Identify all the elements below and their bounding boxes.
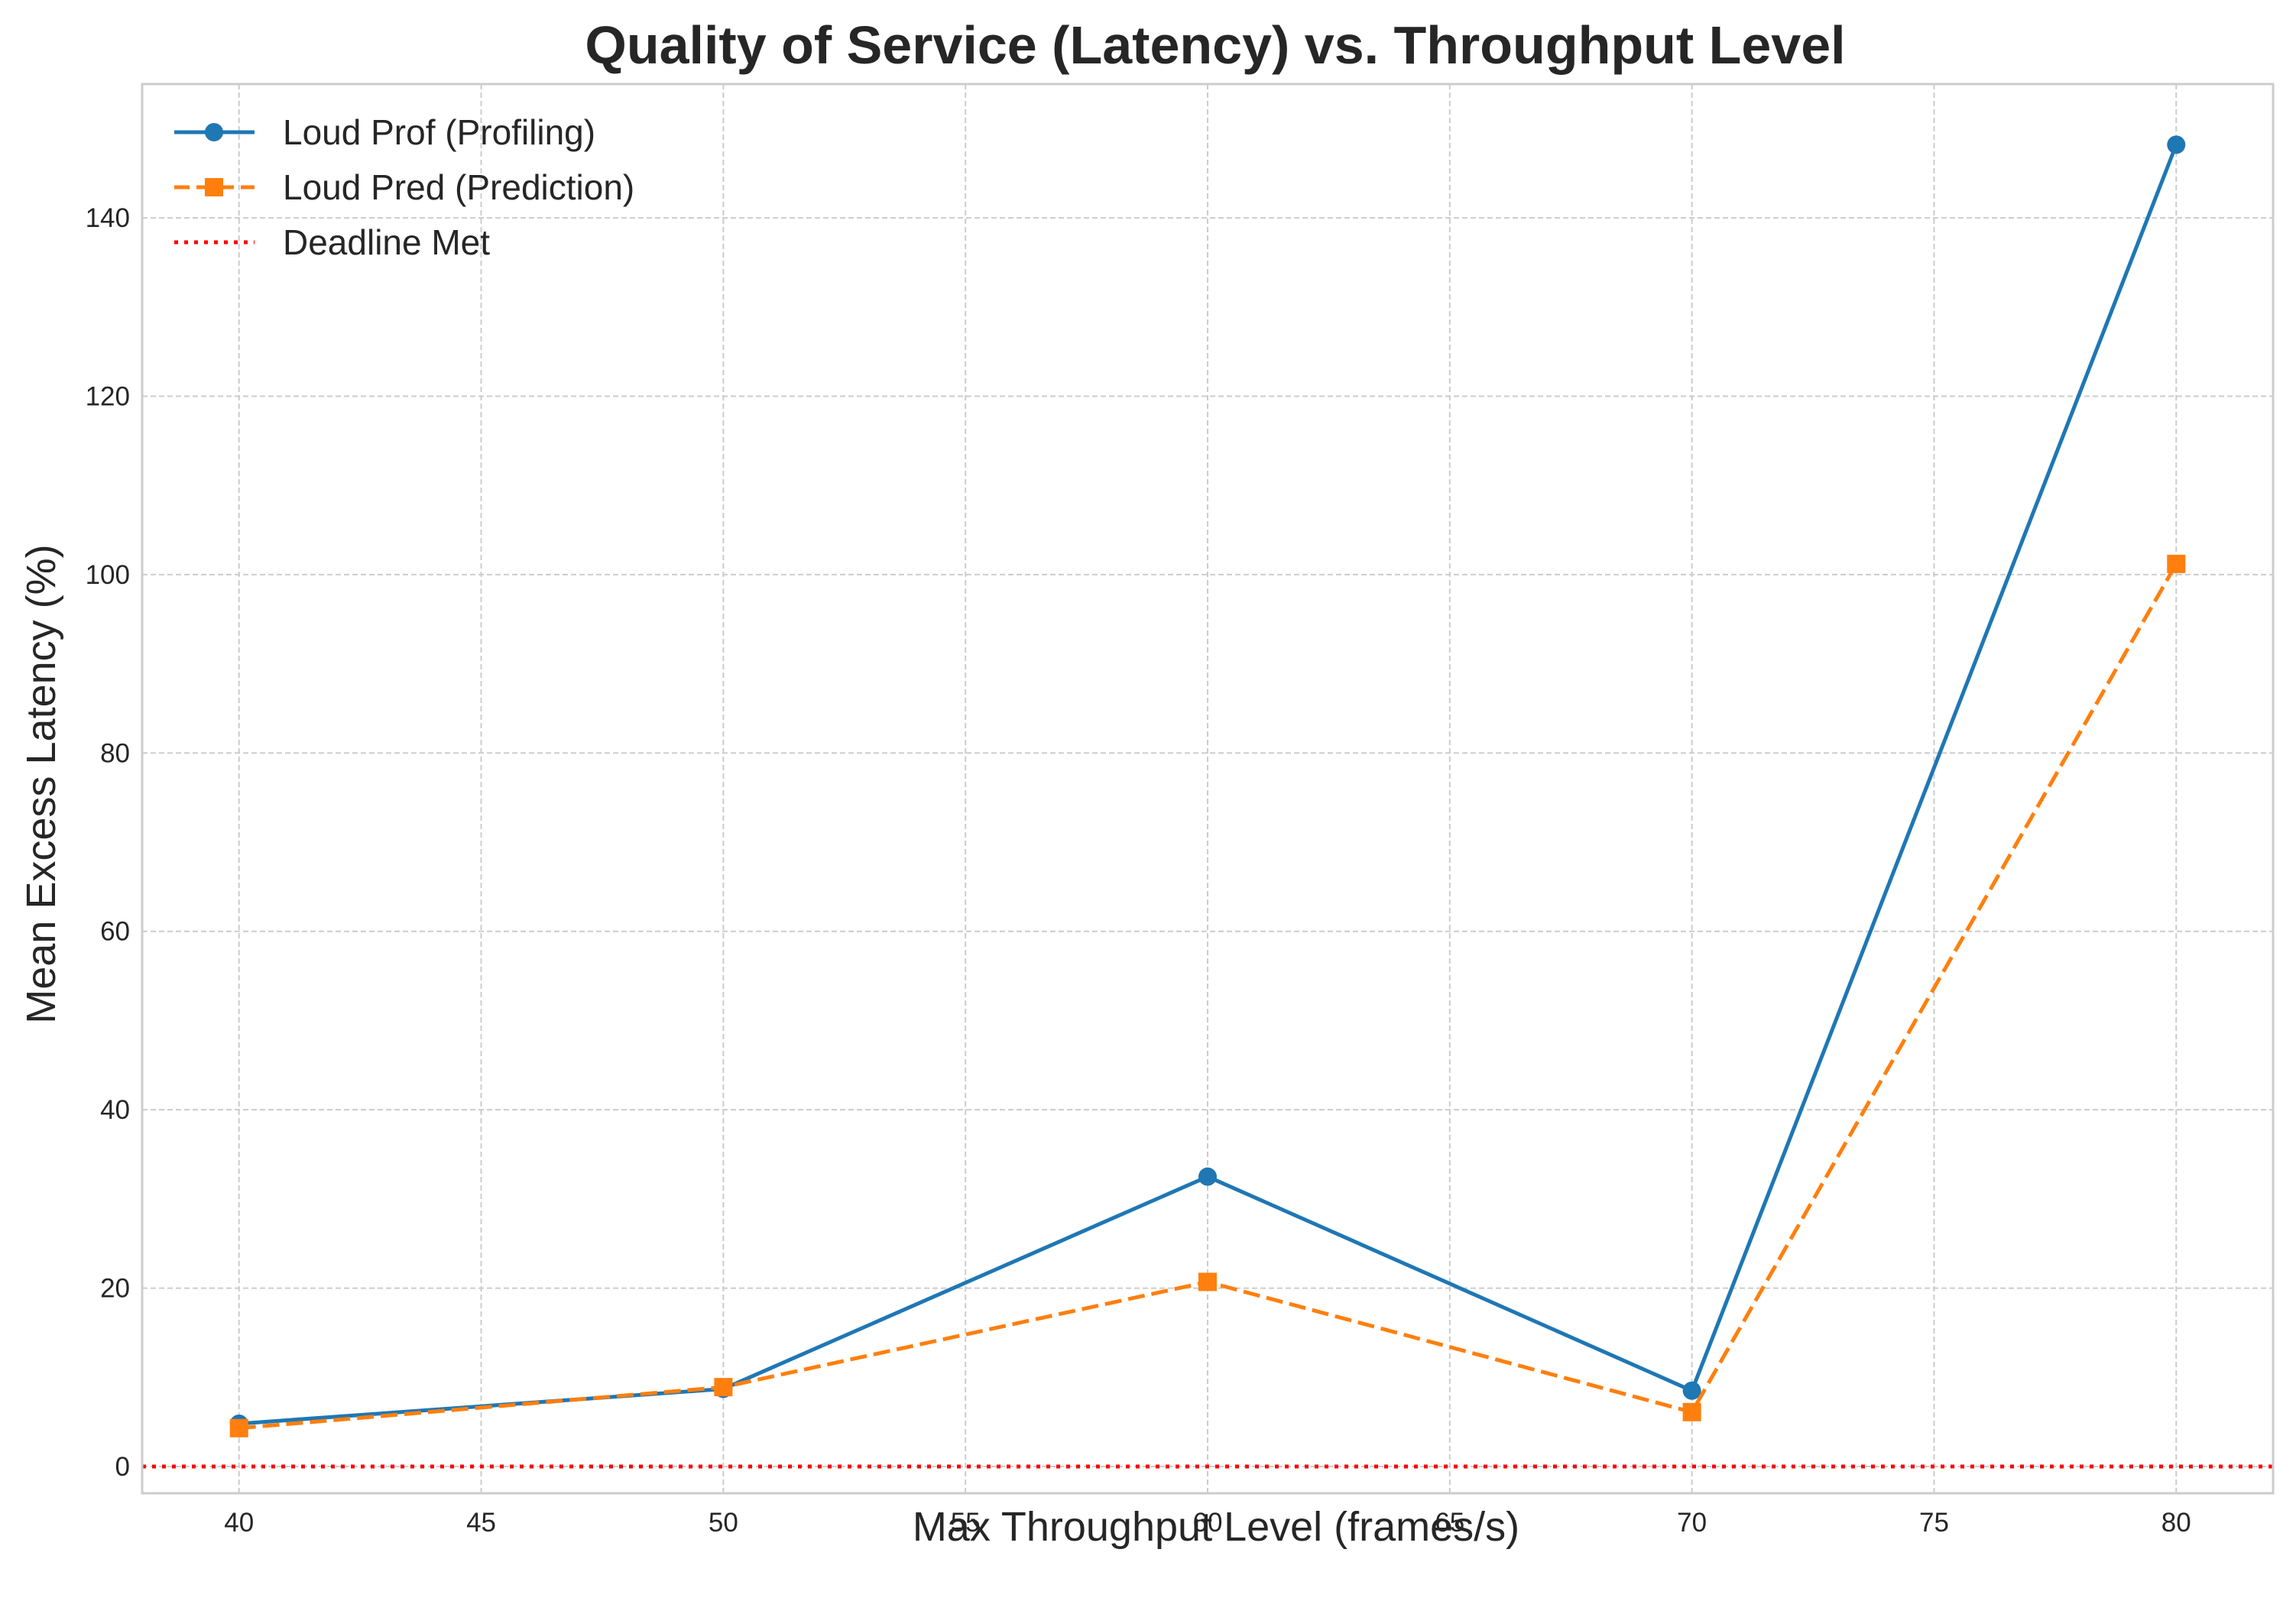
y-tick-labels: 0 20 40 60 80 100 120 140 <box>86 203 130 1482</box>
data-point <box>714 1378 733 1397</box>
x-tick-labels: 40 45 50 55 60 65 70 75 80 <box>224 1508 2191 1538</box>
y-tick-label: 80 <box>100 738 130 768</box>
x-tick-label: 40 <box>224 1508 254 1538</box>
data-point <box>229 1418 248 1437</box>
series-2 <box>229 554 2186 1437</box>
legend-label: Deadline Met <box>283 222 490 262</box>
legend: Loud Prof (Profiling) Loud Pred (Predicti… <box>174 112 634 262</box>
legend-swatch-marker <box>205 123 223 141</box>
x-axis-title: Max Throughput Level (frames/s) <box>913 1504 1519 1550</box>
series-layer <box>229 135 2186 1437</box>
y-tick-label: 20 <box>100 1274 130 1304</box>
y-tick-label: 0 <box>115 1452 130 1482</box>
x-tick-label: 65 <box>1435 1508 1464 1538</box>
x-tick-label: 50 <box>709 1508 738 1538</box>
data-point <box>1198 1272 1217 1292</box>
x-tick-label: 75 <box>1919 1508 1949 1538</box>
data-point <box>1198 1167 1217 1186</box>
x-tick-label: 60 <box>1193 1508 1223 1538</box>
chart-title: Quality of Service (Latency) vs. Through… <box>585 15 1845 75</box>
data-point <box>1682 1402 1701 1421</box>
plot-frame <box>141 83 2275 1495</box>
x-tick-label: 80 <box>2161 1508 2191 1538</box>
legend-label: Loud Pred (Prediction) <box>283 167 634 207</box>
x-tick-label: 55 <box>951 1508 981 1538</box>
data-point <box>1682 1381 1701 1400</box>
y-tick-label: 140 <box>86 203 130 233</box>
data-point <box>2167 135 2186 154</box>
y-tick-label: 60 <box>100 917 130 947</box>
y-tick-label: 40 <box>100 1095 130 1125</box>
y-tick-label: 120 <box>86 381 130 411</box>
x-tick-label: 70 <box>1677 1508 1707 1538</box>
x-tick-label: 45 <box>466 1508 496 1538</box>
y-tick-label: 100 <box>86 560 130 590</box>
legend-swatch-marker <box>205 178 223 196</box>
grid <box>142 84 2273 1493</box>
legend-label: Loud Prof (Profiling) <box>283 112 595 152</box>
data-point <box>2167 554 2186 573</box>
y-axis-title: Mean Excess Latency (%) <box>18 544 64 1023</box>
